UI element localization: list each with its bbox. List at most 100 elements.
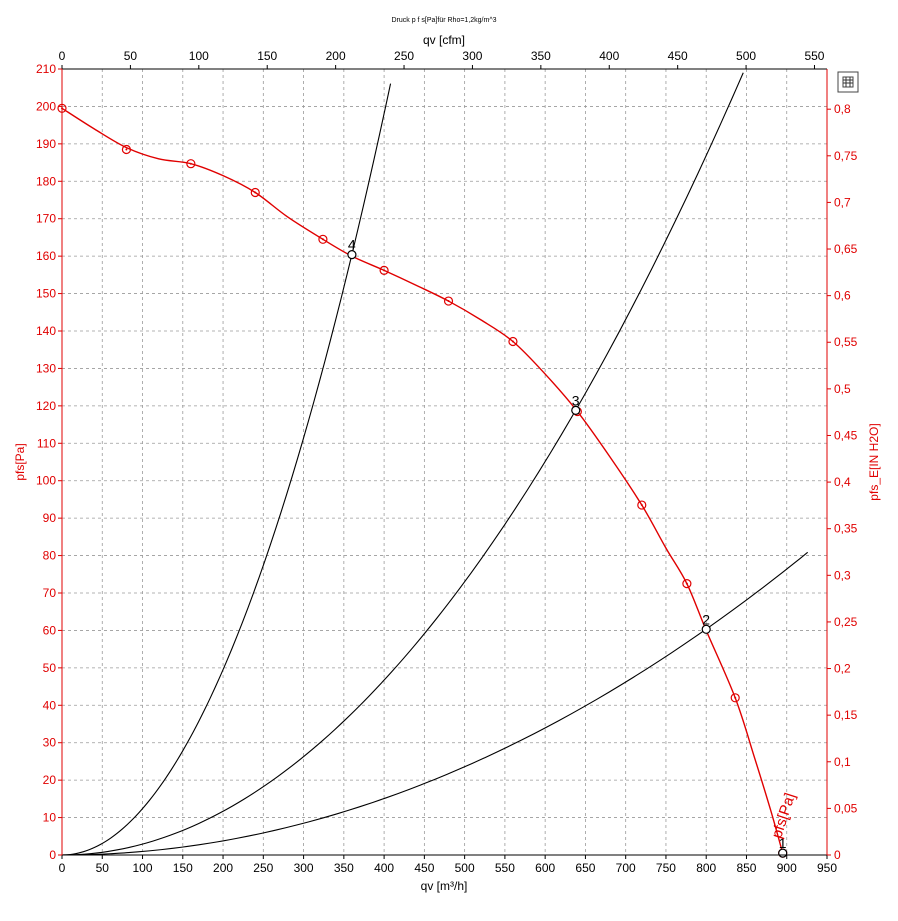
x-bottom-tick-label: 50 xyxy=(96,861,110,875)
y-right-tick-label: 0,45 xyxy=(834,428,858,442)
y-left-tick-label: 40 xyxy=(43,698,57,712)
y-left-tick-label: 90 xyxy=(43,511,57,525)
x-bottom-tick-label: 800 xyxy=(696,861,716,875)
y-right-tick-label: 0,05 xyxy=(834,801,858,815)
x-bottom-tick-label: 650 xyxy=(575,861,595,875)
y-right-tick-label: 0,15 xyxy=(834,708,858,722)
pressure-marker xyxy=(121,144,132,155)
y-left-tick-label: 10 xyxy=(43,811,57,825)
pressure-marker-dot xyxy=(321,238,324,241)
y-right-tick-label: 0,6 xyxy=(834,289,851,303)
operating-point xyxy=(571,405,581,415)
y-left-tick-label: 120 xyxy=(36,399,56,413)
x-bottom-axis-label: qv [m³/h] xyxy=(421,879,468,893)
x-bottom-tick-label: 700 xyxy=(616,861,636,875)
system-curve-2 xyxy=(61,72,744,856)
pressure-marker-dot xyxy=(189,162,192,165)
y-right-tick-label: 0,7 xyxy=(834,195,851,209)
x-bottom-tick-label: 600 xyxy=(535,861,555,875)
y-left-axis-label: pfs[Pa] xyxy=(13,443,27,480)
x-bottom-tick-label: 200 xyxy=(213,861,233,875)
pressure-marker xyxy=(730,693,740,703)
x-bottom-tick-label: 150 xyxy=(173,861,193,875)
chart-title: Druck p f s[Pa]für Rho=1,2kg/m^3 xyxy=(391,17,496,24)
y-right-tick-label: 0,25 xyxy=(834,615,858,629)
pressure-marker-dot xyxy=(447,300,450,303)
pressure-marker-dot xyxy=(125,148,128,151)
pressure-marker-dot xyxy=(640,504,643,507)
y-left-tick-label: 140 xyxy=(36,324,56,338)
pressure-marker-dot xyxy=(685,582,688,585)
y-right-tick-label: 0,75 xyxy=(834,149,858,163)
operating-point xyxy=(347,250,357,260)
y-left-tick-label: 200 xyxy=(36,99,56,113)
axes xyxy=(58,65,831,859)
y-left-tick-label: 150 xyxy=(36,287,56,301)
y-right-tick-label: 0,35 xyxy=(834,522,858,536)
x-top-tick-label: 500 xyxy=(736,49,756,63)
y-right-tick-label: 0,1 xyxy=(834,755,851,769)
x-bottom-tick-label: 100 xyxy=(133,861,153,875)
y-right-tick-label: 0,5 xyxy=(834,382,851,396)
pressure-marker xyxy=(443,296,454,306)
y-right-tick-label: 0,55 xyxy=(834,335,858,349)
pressure-marker-dot xyxy=(734,696,737,699)
x-top-tick-label: 50 xyxy=(124,49,138,63)
y-left-tick-label: 130 xyxy=(36,361,56,375)
x-bottom-tick-label: 350 xyxy=(334,861,354,875)
x-top-tick-label: 450 xyxy=(668,49,688,63)
x-top-tick-label: 100 xyxy=(189,49,209,63)
operating-point-label: 4 xyxy=(348,237,356,253)
x-bottom-tick-label: 250 xyxy=(253,861,273,875)
pressure-marker xyxy=(682,579,692,589)
pressure-marker xyxy=(318,234,328,244)
x-top-tick-label: 400 xyxy=(599,49,619,63)
x-bottom-tick-label: 900 xyxy=(777,861,797,875)
x-top-tick-label: 550 xyxy=(804,49,824,63)
y-left-tick-label: 190 xyxy=(36,137,56,151)
x-bottom-tick-label: 300 xyxy=(294,861,314,875)
x-top-tick-label: 300 xyxy=(462,49,482,63)
y-left-tick-label: 60 xyxy=(43,623,57,637)
x-bottom-tick-label: 950 xyxy=(817,861,837,875)
y-right-tick-label: 0,8 xyxy=(834,102,851,116)
system-curve-1 xyxy=(61,83,392,856)
operating-point xyxy=(701,624,711,634)
y-left-tick-label: 50 xyxy=(43,661,57,675)
x-top-tick-label: 0 xyxy=(59,49,66,63)
pressure-marker-dot xyxy=(511,340,514,343)
y-left-tick-label: 100 xyxy=(36,474,56,488)
y-left-tick-label: 210 xyxy=(36,62,56,76)
y-left-tick-label: 20 xyxy=(43,773,57,787)
curve-markers xyxy=(57,103,788,858)
y-right-tick-label: 0,2 xyxy=(834,662,851,676)
x-top-tick-label: 150 xyxy=(257,49,277,63)
grid xyxy=(62,69,827,855)
pressure-marker xyxy=(637,500,647,510)
x-top-tick-label: 350 xyxy=(531,49,551,63)
y-right-tick-label: 0,65 xyxy=(834,242,858,256)
operating-point-label: 3 xyxy=(572,392,580,408)
x-bottom-tick-label: 850 xyxy=(736,861,756,875)
y-left-tick-label: 70 xyxy=(43,586,57,600)
y-left-tick-label: 80 xyxy=(43,549,57,563)
pressure-marker xyxy=(250,187,260,198)
pressure-marker-dot xyxy=(254,191,257,194)
operating-point-label: 2 xyxy=(702,611,710,627)
y-left-tick-label: 30 xyxy=(43,736,57,750)
pressure-marker xyxy=(379,265,389,275)
x-bottom-tick-label: 550 xyxy=(495,861,515,875)
y-right-tick-label: 0,3 xyxy=(834,568,851,582)
y-right-tick-label: 0,4 xyxy=(834,475,851,489)
y-left-tick-label: 0 xyxy=(49,848,56,862)
x-bottom-tick-label: 400 xyxy=(374,861,394,875)
x-bottom-tick-label: 750 xyxy=(656,861,676,875)
operating-point-label: 1 xyxy=(779,835,787,851)
pressure-marker xyxy=(508,336,518,347)
y-right-axis-label: pfs_E[IN H2O] xyxy=(867,423,881,500)
y-left-tick-label: 170 xyxy=(36,212,56,226)
fit-view-button[interactable] xyxy=(837,71,859,93)
x-top-axis-label: qv [cfm] xyxy=(423,33,465,47)
